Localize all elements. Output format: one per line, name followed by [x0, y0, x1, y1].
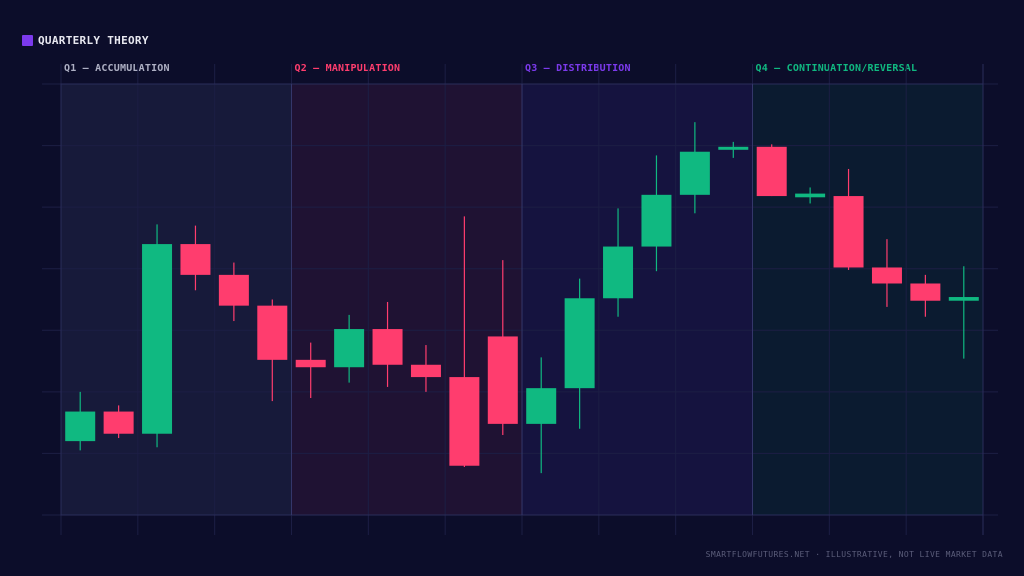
candle-8	[334, 314, 365, 383]
candle-24	[948, 266, 979, 359]
candle-body	[372, 329, 403, 365]
candle-6	[257, 299, 288, 402]
candle-body	[679, 151, 710, 195]
candle-body	[65, 411, 96, 442]
quarter-band-4	[752, 84, 983, 515]
candle-10	[410, 345, 441, 392]
candle-17	[679, 122, 710, 214]
candle-body	[603, 246, 634, 299]
candle-11	[449, 216, 480, 467]
candle-12	[487, 260, 518, 435]
candle-body	[718, 146, 749, 150]
quarter-band-3	[522, 84, 753, 515]
candle-body	[833, 196, 864, 268]
quarter-label-3: Q3 — DISTRIBUTION	[525, 63, 631, 74]
footer-note: SMARTFLOWFUTURES.NET · ILLUSTRATIVE, NOT…	[705, 550, 1003, 559]
chart-title-row: QUARTERLY THEORY	[22, 34, 149, 47]
candle-1	[65, 391, 96, 451]
chart-frame	[60, 64, 984, 535]
candles	[65, 122, 979, 474]
candle-7	[295, 342, 326, 399]
candle-body	[257, 305, 288, 360]
quarter-label-1: Q1 — ACCUMULATION	[64, 63, 170, 74]
candle-body	[103, 411, 134, 434]
candle-body	[641, 194, 672, 247]
candle-body	[295, 359, 326, 368]
candle-body	[180, 244, 211, 275]
candle-21	[833, 168, 864, 270]
quarter-band-2	[291, 84, 522, 515]
chart-title: QUARTERLY THEORY	[38, 34, 149, 47]
candle-body	[795, 193, 826, 198]
candle-19	[756, 144, 787, 197]
candle-14	[564, 278, 595, 429]
candle-18	[718, 141, 749, 158]
candle-body	[334, 329, 365, 368]
candle-4	[180, 225, 211, 291]
candle-body	[410, 364, 441, 378]
candle-body	[871, 267, 902, 284]
candle-body	[218, 274, 249, 306]
candle-body	[142, 244, 173, 434]
candle-15	[603, 208, 634, 317]
candle-22	[871, 239, 902, 307]
quarter-label-2: Q2 — MANIPULATION	[294, 63, 401, 74]
candle-body	[564, 298, 595, 389]
candle-body	[487, 336, 518, 424]
candle-5	[218, 262, 249, 322]
candle-body	[756, 146, 787, 197]
candle-9	[372, 301, 403, 387]
candle-body	[948, 297, 979, 301]
candle-16	[641, 155, 672, 272]
candle-body	[910, 283, 941, 301]
quarter-label-4: Q4 — CONTINUATION/REVERSAL	[755, 63, 918, 74]
candle-body	[526, 388, 557, 424]
title-swatch-icon	[22, 35, 33, 46]
candle-2	[103, 405, 134, 439]
quarter-band-1	[61, 84, 292, 515]
candle-3	[142, 224, 173, 448]
candle-23	[910, 274, 941, 317]
candle-20	[795, 187, 826, 204]
candle-body	[449, 377, 480, 466]
candle-13	[526, 357, 557, 474]
quarter-bands	[61, 84, 983, 515]
